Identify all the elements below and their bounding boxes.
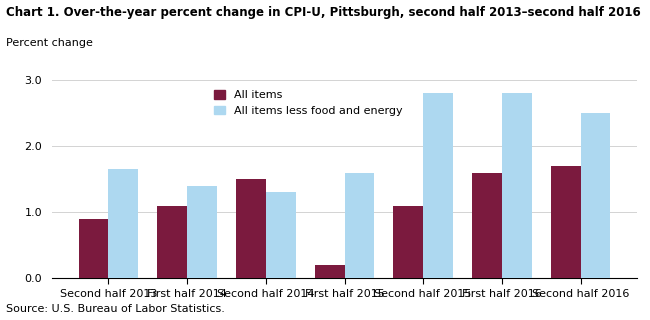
Bar [472, 172, 502, 278]
Bar [266, 192, 296, 278]
Bar [187, 186, 217, 278]
Bar [551, 166, 580, 278]
Bar [109, 169, 138, 278]
Bar [236, 179, 266, 278]
Bar [315, 265, 344, 278]
Text: Percent change: Percent change [6, 38, 94, 48]
Legend: All items, All items less food and energy: All items, All items less food and energ… [210, 85, 407, 120]
Bar [79, 219, 109, 278]
Bar [344, 172, 374, 278]
Bar [580, 113, 610, 278]
Bar [393, 206, 423, 278]
Text: Source: U.S. Bureau of Labor Statistics.: Source: U.S. Bureau of Labor Statistics. [6, 304, 226, 314]
Bar [423, 93, 453, 278]
Bar [502, 93, 532, 278]
Text: Chart 1. Over-the-year percent change in CPI-U, Pittsburgh, second half 2013–sec: Chart 1. Over-the-year percent change in… [6, 6, 642, 20]
Bar [157, 206, 187, 278]
